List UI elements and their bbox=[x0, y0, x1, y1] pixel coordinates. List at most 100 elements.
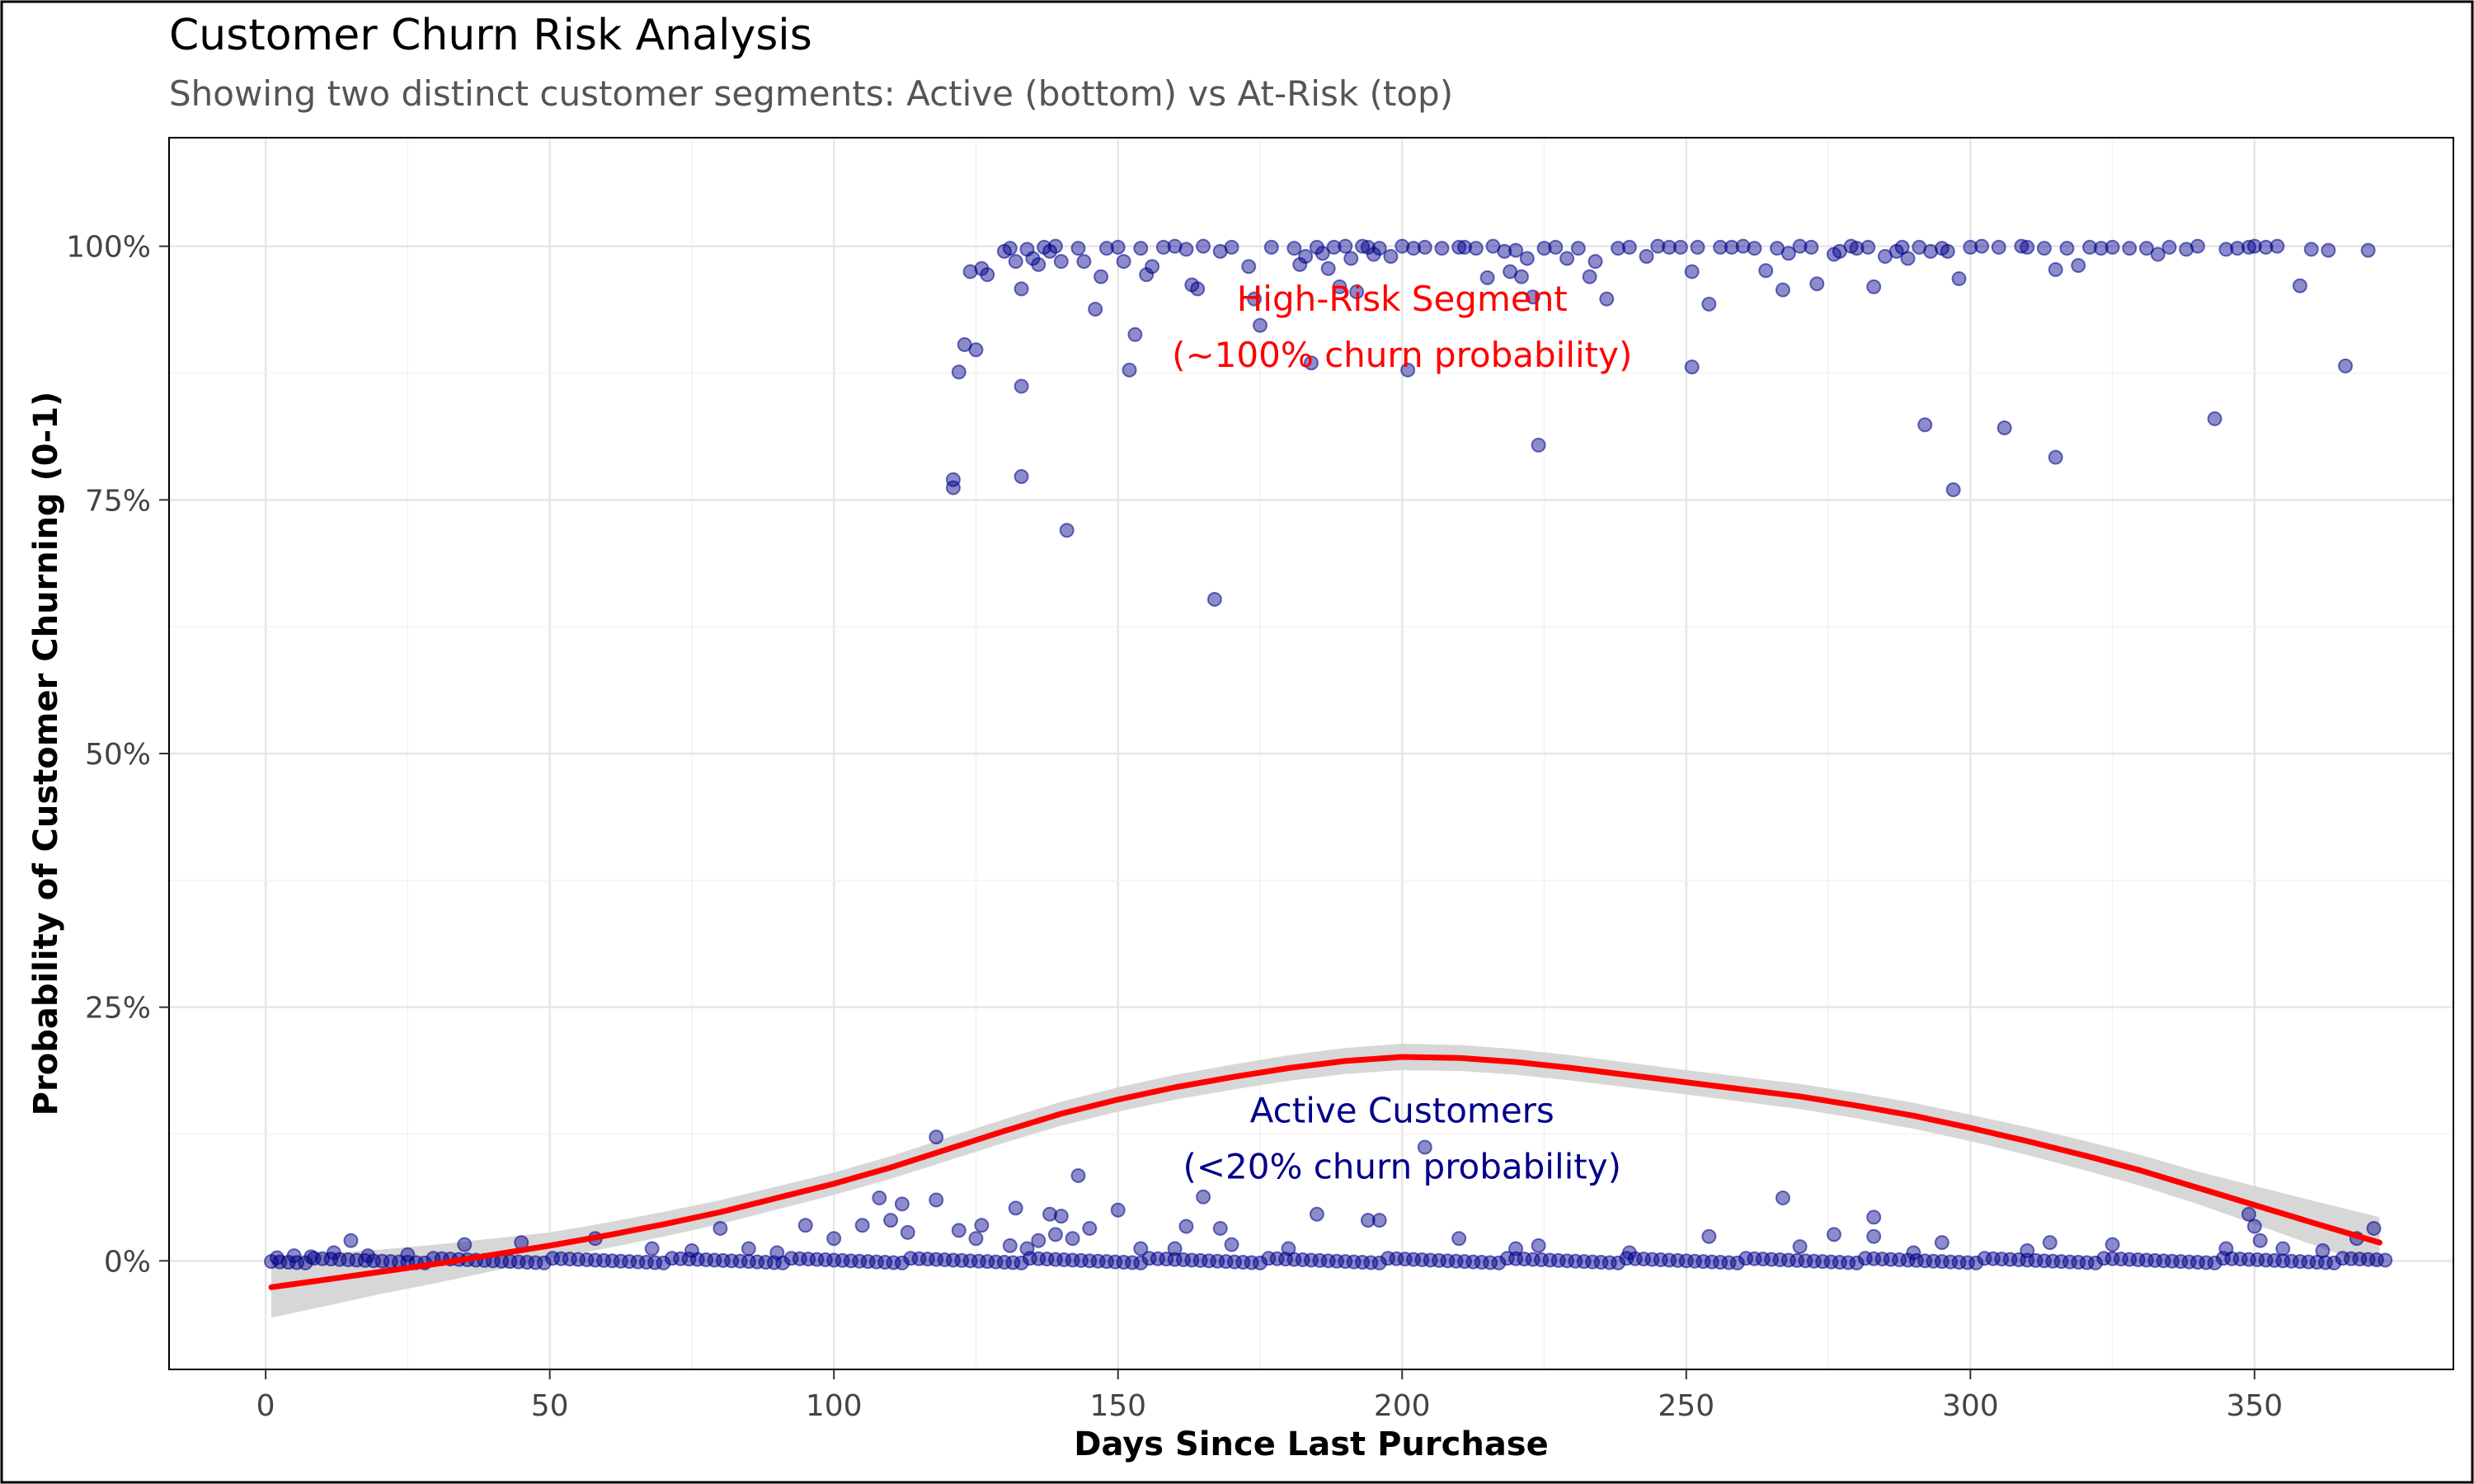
high-risk-point bbox=[1008, 254, 1023, 270]
high-risk-point bbox=[1298, 248, 1314, 264]
high-risk-point bbox=[1206, 591, 1222, 607]
high-risk-point bbox=[2071, 258, 2086, 274]
x-tick-label: 0 bbox=[256, 1389, 275, 1423]
high-risk-point bbox=[1758, 263, 1774, 279]
active-point bbox=[1451, 1231, 1467, 1247]
active-point bbox=[2252, 1233, 2268, 1248]
high-risk-point bbox=[2150, 247, 2166, 262]
high-risk-point bbox=[1809, 276, 1825, 292]
high-risk-point bbox=[1252, 317, 1268, 333]
high-risk-point bbox=[962, 264, 978, 279]
high-risk-point bbox=[1536, 241, 1552, 256]
high-risk-point bbox=[1849, 241, 1865, 256]
active-point bbox=[883, 1213, 899, 1228]
high-risk-point bbox=[1116, 254, 1131, 270]
high-risk-point bbox=[1343, 251, 1359, 266]
active-point bbox=[1014, 1255, 1029, 1270]
y-axis-title: Probability of Customer Churning (0-1) bbox=[27, 392, 65, 1116]
x-tick-label: 200 bbox=[1374, 1389, 1431, 1423]
active-point bbox=[968, 1231, 984, 1247]
active-point bbox=[2326, 1255, 2342, 1270]
high-risk-point bbox=[1155, 239, 1171, 255]
high-risk-point bbox=[1900, 251, 1916, 266]
high-risk-point bbox=[1053, 254, 1069, 270]
active-point bbox=[1008, 1200, 1023, 1216]
active-point bbox=[854, 1218, 870, 1233]
high-risk-point bbox=[2161, 239, 2177, 255]
high-risk-point bbox=[1122, 362, 1137, 378]
y-tick-label: 100% bbox=[66, 231, 151, 265]
high-risk-point bbox=[1190, 281, 1206, 297]
high-risk-point bbox=[2292, 278, 2307, 294]
chart-subtitle: Showing two distinct customer segments: … bbox=[169, 73, 1453, 114]
active-point bbox=[1775, 1190, 1790, 1206]
active-point bbox=[1826, 1227, 1841, 1242]
active-point bbox=[1065, 1231, 1080, 1247]
x-axis-ticks: 0 50 100 150 200 250 300 350 bbox=[256, 1369, 2283, 1423]
active-point bbox=[1906, 1245, 1921, 1261]
active-point bbox=[1070, 1167, 1086, 1183]
high-risk-point bbox=[1383, 248, 1399, 264]
high-risk-point bbox=[2338, 358, 2354, 373]
high-risk-point bbox=[1701, 296, 1717, 312]
active-point bbox=[929, 1129, 944, 1145]
active-point bbox=[1252, 1255, 1268, 1270]
high-risk-point bbox=[1940, 243, 1955, 259]
high-risk-point bbox=[2246, 238, 2262, 254]
high-risk-point bbox=[1497, 243, 1512, 259]
high-risk-point bbox=[2218, 242, 2234, 257]
active-point bbox=[1082, 1220, 1098, 1236]
active-point bbox=[1047, 1227, 1063, 1242]
x-tick-label: 250 bbox=[1658, 1389, 1714, 1423]
active-point bbox=[2275, 1241, 2291, 1256]
high-risk-point bbox=[1224, 239, 1239, 255]
high-risk-point bbox=[968, 342, 984, 358]
active-point bbox=[1611, 1255, 1626, 1270]
active-point bbox=[1133, 1241, 1149, 1256]
active-point bbox=[1508, 1241, 1524, 1256]
high-risk-point bbox=[1014, 469, 1029, 485]
high-risk-point bbox=[2138, 241, 2154, 256]
active-point bbox=[1866, 1209, 1882, 1225]
high-risk-point bbox=[1690, 239, 1705, 255]
active-point bbox=[1866, 1228, 1882, 1244]
confidence-band bbox=[271, 1043, 2380, 1318]
y-tick-label: 75% bbox=[85, 484, 151, 518]
active-point bbox=[1110, 1202, 1126, 1218]
active-annotation-line: Active Customers bbox=[1250, 1091, 1554, 1131]
high-risk-point bbox=[1792, 238, 1808, 254]
high-risk-annotation-line: High-Risk Segment bbox=[1237, 279, 1568, 319]
active-point bbox=[1531, 1237, 1546, 1253]
high-risk-point bbox=[1400, 362, 1416, 378]
active-point bbox=[951, 1223, 967, 1238]
high-risk-point bbox=[1355, 238, 1371, 254]
high-risk-point bbox=[1991, 239, 2006, 255]
high-risk-point bbox=[1110, 239, 1126, 255]
high-risk-point bbox=[1263, 239, 1279, 255]
high-risk-point bbox=[1650, 238, 1666, 254]
active-point bbox=[741, 1241, 756, 1256]
x-tick-label: 150 bbox=[1089, 1389, 1146, 1423]
high-risk-point bbox=[2207, 411, 2222, 426]
y-tick-label: 0% bbox=[104, 1245, 151, 1279]
active-point bbox=[1934, 1235, 1950, 1251]
active-point bbox=[713, 1220, 728, 1236]
high-risk-point bbox=[1434, 241, 1450, 256]
high-risk-point bbox=[2014, 238, 2030, 254]
high-risk-annotation-line: (~100% churn probability) bbox=[1172, 335, 1632, 375]
high-risk-point bbox=[1014, 378, 1029, 394]
high-risk-point bbox=[1866, 279, 1882, 294]
active-point bbox=[457, 1237, 473, 1252]
high-risk-point bbox=[1349, 284, 1365, 300]
high-risk-point bbox=[2258, 239, 2274, 255]
chart-title: Customer Churn Risk Analysis bbox=[169, 11, 812, 60]
high-risk-point bbox=[1417, 239, 1432, 255]
high-risk-point bbox=[1076, 254, 1092, 270]
active-point bbox=[900, 1224, 915, 1240]
high-risk-point bbox=[1582, 269, 1597, 284]
active-point bbox=[872, 1190, 887, 1206]
active-point bbox=[1133, 1255, 1149, 1270]
high-risk-point bbox=[1997, 420, 2012, 435]
